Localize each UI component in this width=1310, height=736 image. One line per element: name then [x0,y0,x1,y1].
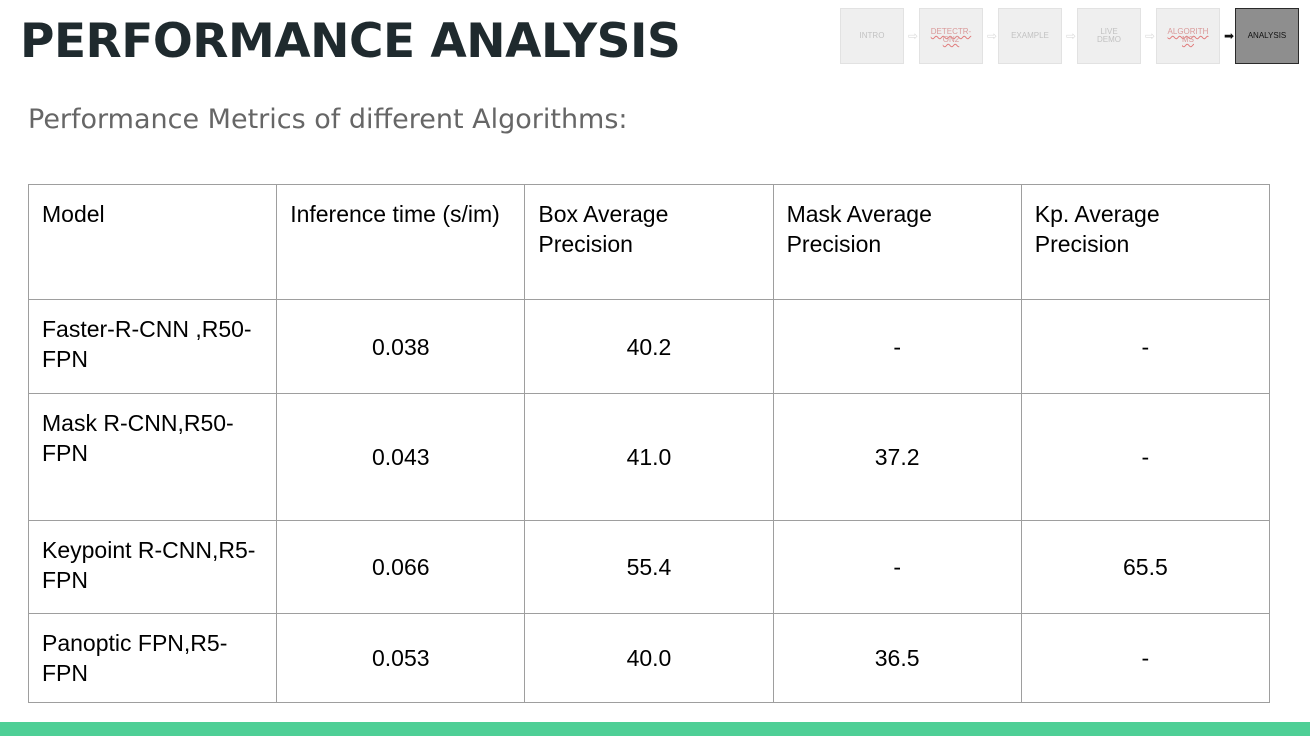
slide-subtitle: Performance Metrics of different Algorit… [28,104,628,135]
table-row: Panoptic FPN,R5-FPN 0.053 40.0 36.5 - [27,613,1271,703]
metrics-table: Model Inference time (s/im) Box Average … [27,184,1271,703]
cell-model: Mask R-CNN,R50-FPN [27,393,278,521]
nav-step-example[interactable]: EXAMPLE [998,8,1062,64]
cell-box-ap: 55.4 [524,520,774,614]
header-mask-ap: Mask Average Precision [772,184,1022,300]
cell-kp-ap: - [1020,393,1271,521]
header-box-ap: Box Average Precision [524,184,774,300]
cell-inference-time: 0.066 [276,520,526,614]
table-row: Mask R-CNN,R50-FPN 0.043 41.0 37.2 - [27,393,1271,521]
cell-kp-ap: - [1020,299,1271,394]
cell-box-ap: 40.2 [524,299,774,394]
table-header-row: Model Inference time (s/im) Box Average … [27,184,1271,300]
cell-box-ap: 41.0 [524,393,774,521]
cell-kp-ap: - [1020,613,1271,703]
cell-inference-time: 0.043 [276,393,526,521]
nav-step-detectron2[interactable]: DETECTR- ON2 [919,8,983,64]
header-model: Model [27,184,278,300]
table-row: Faster-R-CNN ,R50-FPN 0.038 40.2 - - [27,299,1271,394]
table-row: Keypoint R-CNN,R5-FPN 0.066 55.4 - 65.5 [27,520,1271,614]
nav-arrow-icon: ⇨ [1144,29,1156,43]
nav-step-intro[interactable]: INTRO [840,8,904,64]
nav-arrow-active-icon: ➡ [1223,29,1235,43]
cell-model: Panoptic FPN,R5-FPN [27,613,278,703]
cell-mask-ap: 37.2 [772,393,1022,521]
nav-step-algorithms[interactable]: ALGORITH MS [1156,8,1220,64]
cell-box-ap: 40.0 [524,613,774,703]
cell-mask-ap: - [772,299,1022,394]
cell-mask-ap: 36.5 [772,613,1022,703]
cell-kp-ap: 65.5 [1020,520,1271,614]
nav-arrow-icon: ⇨ [1065,29,1077,43]
cell-inference-time: 0.038 [276,299,526,394]
slide-title: PERFORMANCE ANALYSIS [20,14,681,69]
nav-step-analysis[interactable]: ANALYSIS [1235,8,1299,64]
header-kp-ap: Kp. Average Precision [1020,184,1271,300]
nav-arrow-icon: ⇨ [907,29,919,43]
cell-inference-time: 0.053 [276,613,526,703]
footer-accent-bar [0,722,1310,736]
nav-step-live-demo[interactable]: LIVE DEMO [1077,8,1141,64]
cell-mask-ap: - [772,520,1022,614]
cell-model: Keypoint R-CNN,R5-FPN [27,520,278,614]
nav-arrow-icon: ⇨ [986,29,998,43]
header-inference-time: Inference time (s/im) [276,184,526,300]
cell-model: Faster-R-CNN ,R50-FPN [27,299,278,394]
